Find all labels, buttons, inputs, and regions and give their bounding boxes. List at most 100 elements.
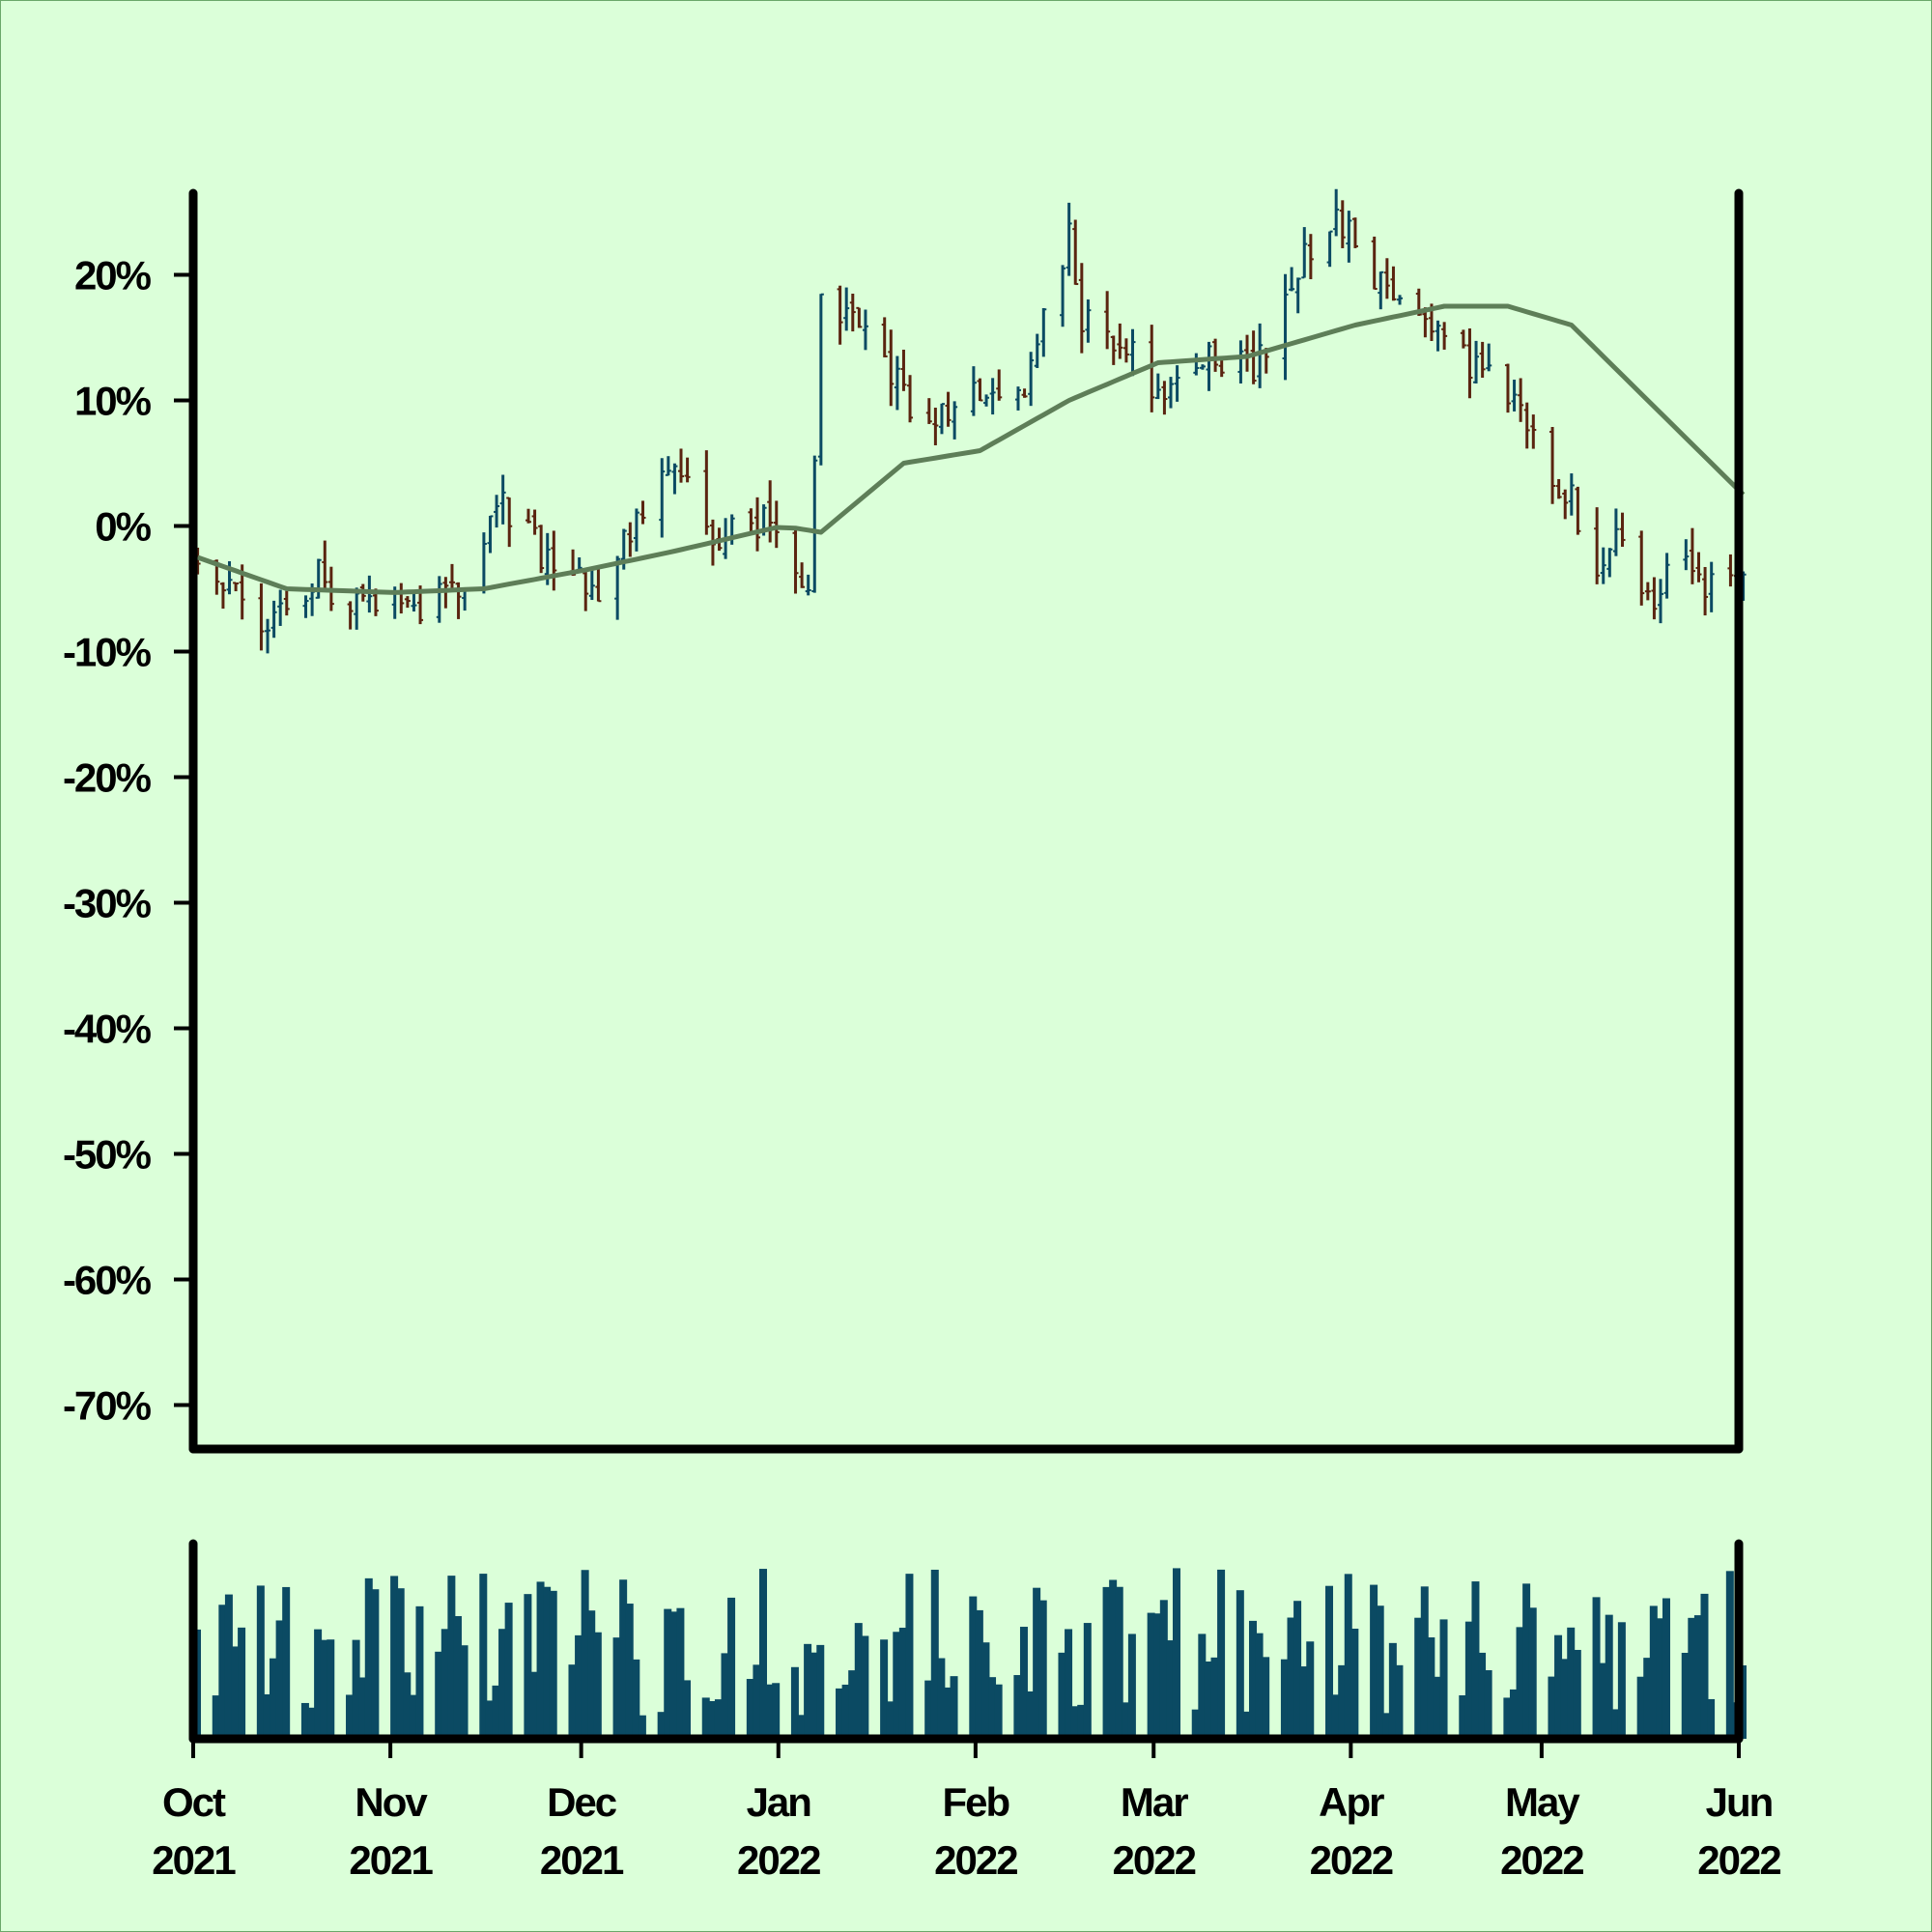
ohlc-bar [538,525,545,574]
volume-bar [307,1707,316,1739]
volume-bar [504,1603,513,1739]
volume-bar [943,1687,952,1739]
volume-bar [224,1594,233,1739]
volume-bar [524,1594,532,1739]
ohlc-bar [862,309,868,351]
volume-bar [950,1676,958,1739]
ohlc-bar [315,558,322,599]
volume-bar [1019,1627,1028,1739]
ohlc-bar [1518,378,1524,422]
volume-bar [1065,1629,1073,1739]
volume-bar [440,1629,449,1739]
x-tick-label-month: Oct [162,1779,226,1825]
volume-bar [1503,1697,1512,1739]
volume-bar [581,1570,589,1739]
ohlc-bar [277,589,284,626]
volume-bar [969,1596,978,1739]
volume-bar [1471,1581,1480,1739]
volume-bar [937,1658,946,1739]
volume-bar [352,1639,360,1739]
volume-bar [1122,1702,1130,1739]
volume-bar [1350,1629,1359,1739]
ohlc-bar [1117,323,1123,359]
ohlc-bar [1511,380,1518,412]
y-tick-label: -50% [63,1132,152,1178]
y-tick-label: -30% [63,881,152,926]
ohlc-bar [1104,291,1111,350]
ohlc-bar [1466,328,1473,399]
x-tick-label-year: 2021 [349,1837,433,1883]
ohlc-bar [480,532,487,594]
ohlc-bar [817,293,824,466]
volume-bar [1013,1675,1022,1739]
ohlc-bar [945,391,952,427]
ohlc-bar [1339,200,1346,248]
ohlc-bar [684,457,691,483]
ohlc-bar [1663,553,1670,599]
volume-bar [924,1680,933,1739]
ohlc-bar [639,500,646,525]
ohlc-bar [265,618,271,654]
volume-bar [1058,1652,1066,1739]
x-tick-label-month: Mar [1121,1779,1188,1825]
ohlc-bar [1129,328,1136,377]
ohlc-bar [748,508,754,535]
volume-bar [453,1616,462,1739]
x-tick-label-year: 2022 [934,1837,1017,1883]
volume-bar [682,1680,691,1739]
ohlc-bar [1040,307,1047,357]
ohlc-bar [1028,352,1035,407]
ohlc-bar [1612,508,1619,556]
ohlc-bar [1206,341,1212,391]
volume-bar [1166,1640,1175,1739]
ohlc-bar [1346,211,1352,263]
volume-bar [1033,1587,1041,1739]
ohlc-bar [1110,335,1117,365]
volume-bar [848,1670,857,1739]
ohlc-bar [932,408,939,445]
ohlc-bar [925,398,932,424]
volume-bar [861,1635,869,1739]
volume-bar [1077,1704,1086,1739]
ohlc-bar [1174,365,1180,402]
volume-bar [575,1634,583,1739]
ohlc-bar [1034,333,1040,369]
ohlc-bar [1651,577,1658,620]
volume-bar [1688,1617,1696,1739]
ohlc-bar [1122,338,1129,363]
volume-bar [714,1699,723,1739]
ohlc-bar [614,555,621,620]
ohlc-bar [849,293,856,332]
ohlc-bar [322,540,328,589]
ohlc-bar [792,527,799,594]
ohlc-bar [1161,381,1168,415]
volume-bar [1382,1713,1391,1739]
volume-bar [1153,1613,1162,1739]
x-axis: Oct 2021 Nov 2021 Dec 2021 Jan 2022 Feb 2022 Mar 20… [152,1739,1782,1883]
volume-bar [1725,1571,1734,1739]
ohlc-bar [799,562,806,588]
volume-bar [1643,1658,1652,1739]
volume-bar [638,1715,646,1739]
volume-bar [612,1637,621,1739]
volume-bar [1516,1627,1524,1739]
volume-bar [1433,1676,1441,1739]
volume-bar [1509,1689,1518,1739]
ohlc-bar [1683,539,1690,571]
volume-bar [1617,1622,1626,1739]
volume-bar [275,1620,284,1739]
volume-bar [1026,1690,1035,1739]
volume-bar [1395,1664,1404,1739]
ohlc-bar [977,378,983,402]
volume-bar [930,1569,939,1739]
ohlc-bar [1658,579,1664,624]
ohlc-bar [582,568,589,611]
volume-bar [1599,1662,1607,1739]
volume-bar [880,1639,889,1739]
volume-bar [1127,1634,1136,1739]
volume-bar [1115,1586,1123,1739]
ohlc-bar [1441,322,1448,350]
ohlc-bar [1078,263,1085,354]
volume-bar [409,1694,417,1739]
x-tick-label-year: 2022 [1310,1837,1393,1883]
